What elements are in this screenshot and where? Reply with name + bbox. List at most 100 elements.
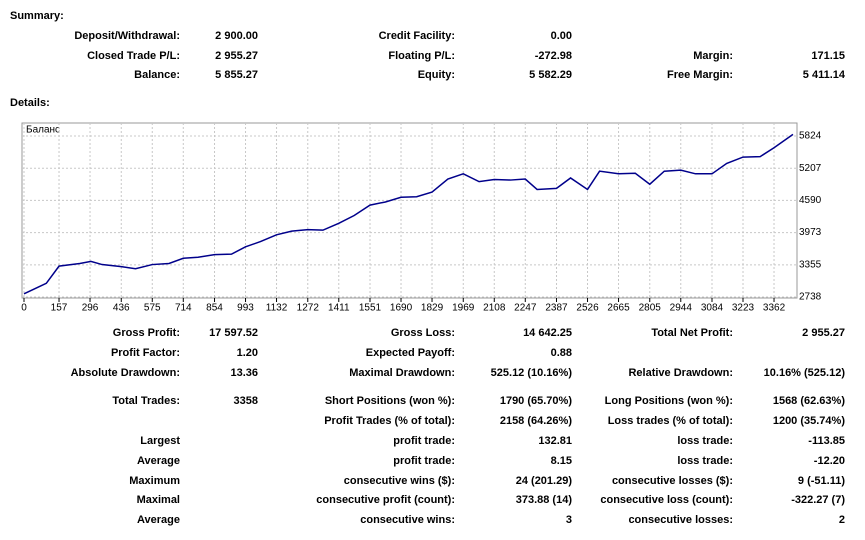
field-value: 14 642.25: [523, 327, 572, 339]
field-value: 1.20: [237, 347, 258, 359]
chart-title: Баланс: [26, 125, 60, 136]
field-value: 0.00: [551, 30, 572, 42]
field-label: Total Net Profit:: [651, 327, 733, 339]
y-tick-label: 3973: [799, 227, 822, 238]
field-value: -12.20: [814, 455, 845, 467]
field-value: 2 900.00: [215, 30, 258, 42]
x-tick-label: 1690: [390, 303, 413, 314]
x-tick-label: 854: [206, 303, 223, 314]
x-tick-label: 714: [175, 303, 192, 314]
y-tick-label: 2738: [799, 292, 822, 303]
x-tick-label: 993: [237, 303, 254, 314]
x-tick-label: 3362: [763, 303, 786, 314]
field-value: 2158 (64.26%): [500, 415, 572, 427]
x-tick-label: 2108: [483, 303, 506, 314]
field-label: Deposit/Withdrawal:: [74, 30, 180, 42]
field-label: Profit Factor:: [111, 347, 180, 359]
y-tick-label: 5824: [799, 131, 822, 142]
field-value: 2 955.27: [802, 327, 845, 339]
field-label: loss trade:: [677, 435, 733, 447]
x-tick-label: 3084: [701, 303, 724, 314]
field-value: -322.27 (7): [791, 494, 845, 506]
details-title: Details:: [10, 97, 50, 109]
field-value: 8.15: [551, 455, 572, 467]
field-value: 2: [839, 514, 845, 526]
summary-title: Summary:: [10, 10, 64, 22]
field-value: 17 597.52: [209, 327, 258, 339]
field-value: -113.85: [808, 435, 845, 447]
field-label: Loss trades (% of total):: [608, 415, 733, 427]
field-label: Relative Drawdown:: [628, 367, 733, 379]
field-label: Maximal: [137, 494, 180, 506]
field-label: consecutive loss (count):: [600, 494, 733, 506]
field-value: 132.81: [538, 435, 572, 447]
field-label: consecutive profit (count):: [316, 494, 455, 506]
x-tick-label: 157: [51, 303, 68, 314]
field-value: 1200 (35.74%): [773, 415, 845, 427]
field-label: Maximum: [129, 475, 180, 487]
field-label: consecutive losses ($):: [612, 475, 733, 487]
field-value: 5 582.29: [529, 69, 572, 81]
field-value: 3358: [234, 395, 258, 407]
x-tick-label: 2665: [607, 303, 630, 314]
field-value: 24 (201.29): [516, 475, 573, 487]
field-label: Long Positions (won %):: [605, 395, 733, 407]
field-label: Maximal Drawdown:: [349, 367, 455, 379]
y-tick-label: 3355: [799, 259, 822, 270]
x-tick-label: 436: [113, 303, 130, 314]
field-label: Margin:: [693, 50, 733, 62]
x-tick-label: 0: [21, 303, 27, 314]
field-label: Average: [137, 455, 180, 467]
x-tick-label: 296: [82, 303, 99, 314]
field-label: profit trade:: [393, 435, 455, 447]
field-label: Absolute Drawdown:: [71, 367, 180, 379]
field-label: Expected Payoff:: [366, 347, 455, 359]
field-value: 9 (-51.11): [798, 475, 845, 487]
field-value: 10.16% (525.12): [764, 367, 846, 379]
x-tick-label: 1969: [452, 303, 475, 314]
field-label: Average: [137, 514, 180, 526]
x-tick-label: 1272: [297, 303, 320, 314]
field-value: 5 411.14: [803, 69, 846, 81]
x-tick-label: 2526: [576, 303, 599, 314]
field-label: consecutive wins ($):: [344, 475, 455, 487]
field-label: loss trade:: [677, 455, 733, 467]
field-value: 373.88 (14): [516, 494, 573, 506]
x-tick-label: 3223: [732, 303, 755, 314]
x-tick-label: 575: [144, 303, 161, 314]
field-value: 13.36: [230, 367, 258, 379]
field-value: 5 855.27: [215, 69, 258, 81]
field-label: Floating P/L:: [388, 50, 455, 62]
chart-frame: [21, 122, 798, 299]
field-value: 1568 (62.63%): [773, 395, 845, 407]
y-tick-label: 4590: [799, 195, 822, 206]
x-tick-label: 1411: [328, 303, 350, 314]
x-tick-label: 1551: [359, 303, 382, 314]
x-tick-label: 2805: [639, 303, 662, 314]
field-label: Credit Facility:: [379, 30, 455, 42]
field-value: 525.12 (10.16%): [491, 367, 573, 379]
x-tick-label: 2944: [670, 303, 693, 314]
balance-line: [23, 133, 794, 295]
field-value: -272.98: [535, 50, 572, 62]
field-label: Gross Loss:: [391, 327, 455, 339]
field-value: 3: [566, 514, 572, 526]
field-label: Equity:: [418, 69, 455, 81]
x-tick-label: 1829: [421, 303, 444, 314]
x-tick-label: 1132: [266, 303, 288, 314]
field-label: Closed Trade P/L:: [87, 50, 180, 62]
x-tick-label: 2247: [514, 303, 537, 314]
field-label: Profit Trades (% of total):: [324, 415, 455, 427]
field-label: Balance:: [134, 69, 180, 81]
field-value: 2 955.27: [215, 50, 258, 62]
field-label: Free Margin:: [667, 69, 733, 81]
field-value: 0.88: [551, 347, 572, 359]
field-label: consecutive wins:: [360, 514, 455, 526]
field-label: Total Trades:: [112, 395, 180, 407]
y-tick-label: 5207: [799, 163, 822, 174]
field-label: profit trade:: [393, 455, 455, 467]
x-tick-label: 2387: [545, 303, 568, 314]
field-label: Largest: [140, 435, 180, 447]
